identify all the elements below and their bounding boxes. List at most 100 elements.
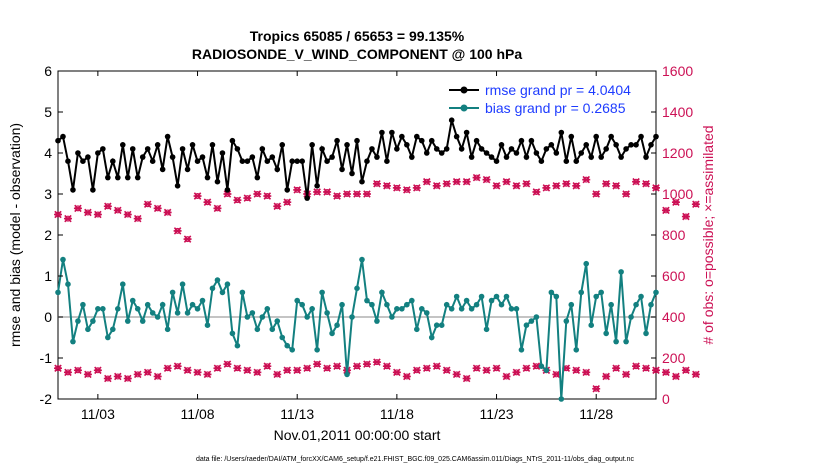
rmse-series-point: [648, 142, 654, 148]
rmse-series-point: [194, 158, 201, 164]
rmse-series-point: [214, 178, 221, 185]
rmse-series-point: [95, 150, 101, 156]
rmse-series-point: [389, 129, 395, 136]
obs-possible-upper-point: [502, 177, 511, 186]
obs-assimilated-lower-point: [592, 384, 601, 393]
y-tick-label-right: 600: [662, 268, 686, 284]
rmse-series-point: [563, 158, 570, 164]
bias-series-point: [259, 314, 266, 320]
obs-assimilated-lower-point: [263, 362, 272, 370]
obs-assimilated-lower-point: [173, 362, 182, 370]
rmse-series-point: [513, 150, 520, 156]
obs-assimilated-lower-point: [472, 364, 481, 373]
rmse-series-point: [418, 137, 425, 144]
obs-possible-upper-point: [73, 204, 82, 213]
bias-series-point: [119, 281, 126, 288]
obs-possible-upper-point: [203, 198, 212, 206]
obs-possible-upper-point: [213, 204, 222, 213]
rmse-series-point: [119, 142, 126, 148]
rmse-series-point: [279, 142, 286, 148]
obs-possible-upper-point: [532, 188, 541, 196]
bias-series-point: [563, 318, 570, 324]
rmse-series-point: [284, 187, 291, 193]
rmse-series-point: [414, 133, 420, 140]
bias-series-point: [648, 301, 654, 308]
obs-assimilated-lower-point: [502, 372, 511, 381]
rmse-series-point: [334, 137, 340, 144]
rmse-series-point: [578, 150, 585, 156]
bias-series-point: [169, 289, 176, 296]
bias-series-point: [164, 326, 171, 333]
obs-possible-upper-point: [103, 202, 112, 211]
obs-assimilated-lower-point: [572, 366, 581, 375]
obs-assimilated-lower-point: [243, 366, 252, 375]
rmse-series-point: [239, 158, 246, 164]
rmse-series-point: [289, 158, 296, 164]
bias-series-point: [418, 306, 425, 312]
bias-series-point: [399, 306, 405, 312]
obs-possible-upper-point: [163, 208, 172, 217]
rmse-series-point: [309, 142, 315, 148]
obs-assimilated-lower-point: [273, 370, 282, 379]
rmse-series-point: [598, 154, 604, 160]
obs-possible-upper-point: [323, 188, 332, 196]
rmse-series-point: [583, 142, 590, 148]
rmse-series-point: [433, 146, 440, 152]
obs-assimilated-lower-point: [642, 364, 651, 373]
rmse-series-point: [473, 137, 480, 144]
bias-series-point: [423, 310, 430, 316]
bias-series-point: [568, 301, 575, 308]
bias-series-point: [623, 338, 629, 345]
obs-possible-upper-point: [263, 192, 272, 200]
bias-series-point: [478, 293, 485, 300]
rmse-series-point: [613, 142, 619, 148]
bias-series-point: [90, 318, 96, 324]
rmse-series-point: [189, 142, 196, 148]
obs-assimilated-lower-point: [63, 368, 72, 377]
rmse-series-point: [134, 174, 141, 181]
obs-possible-upper-point: [173, 227, 182, 235]
obs-assimilated-lower-point: [323, 364, 332, 373]
obs-assimilated-lower-point: [522, 364, 531, 373]
bias-series-point: [154, 314, 161, 320]
rmse-series-point: [319, 146, 325, 152]
obs-possible-upper-point: [392, 184, 401, 192]
rmse-series-point: [199, 154, 206, 160]
obs-possible-upper-point: [482, 175, 491, 184]
rmse-series-point: [384, 158, 390, 164]
bias-series-point: [583, 260, 590, 267]
data-file-footer: data file: /Users/raeder/DAI/ATM_forcXX/…: [196, 456, 635, 463]
rmse-series-point: [463, 129, 470, 136]
rmse-series-point: [65, 158, 71, 164]
bias-series-point: [483, 326, 490, 333]
obs-assimilated-lower-point: [93, 366, 102, 375]
obs-possible-upper-point: [472, 173, 481, 182]
x-tick-label: 11/08: [181, 406, 215, 422]
y-tick-label-right: 400: [662, 309, 686, 325]
rmse-series-point: [234, 146, 241, 152]
obs-possible-upper-point: [422, 177, 431, 186]
bias-series-point: [249, 310, 256, 316]
bias-series-point: [174, 310, 181, 316]
bias-series-point: [443, 301, 450, 308]
legend-bias-label: bias grand pr = 0.2685: [485, 100, 626, 116]
rmse-series-point: [229, 137, 236, 144]
obs-assimilated-lower-point: [432, 362, 441, 370]
rmse-series-point: [55, 137, 61, 144]
bias-series-point: [638, 293, 644, 300]
bias-series-point: [428, 334, 435, 341]
obs-assimilated-lower-point: [602, 372, 611, 381]
obs-possible-upper-point: [313, 188, 322, 196]
rmse-series-point: [523, 154, 530, 160]
rmse-series-point: [493, 158, 500, 164]
rmse-series-point: [154, 142, 161, 148]
y-tick-label-right: 200: [662, 350, 686, 366]
rmse-series-point: [638, 133, 644, 140]
obs-possible-upper-point: [402, 186, 411, 194]
bias-series-point: [488, 297, 495, 304]
bias-series-point: [60, 256, 66, 263]
bias-series-point: [124, 318, 131, 324]
rmse-series-point: [628, 142, 634, 148]
rmse-series-point: [498, 142, 505, 148]
bias-series-point: [294, 297, 301, 304]
